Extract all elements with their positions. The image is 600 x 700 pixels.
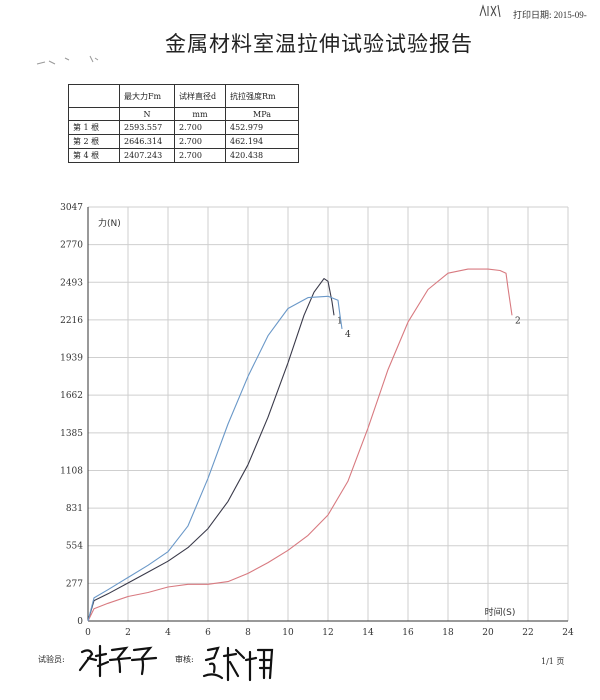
table-cell: 第 2 根 xyxy=(68,134,120,149)
y-tick-label: 1939 xyxy=(60,354,83,364)
unit-cell: mm xyxy=(174,107,226,121)
series-label-1: 1 xyxy=(337,316,343,326)
table-cell: 2593.557 xyxy=(119,120,175,135)
unit-cell xyxy=(68,107,120,121)
unit-cell: MPa xyxy=(225,107,299,121)
y-tick-label: 0 xyxy=(77,617,83,627)
table-header-cell: 抗拉强度Rm xyxy=(225,84,299,108)
page-number: 1/1 页 xyxy=(541,657,565,666)
x-axis-label: 时间(S) xyxy=(485,606,516,618)
x-tick-label: 18 xyxy=(442,628,454,638)
table-cell: 第 4 根 xyxy=(68,148,120,163)
force-time-chart: 0 277 554 831 1108 1385 1662 1939 2216 2493 2770 30… xyxy=(0,190,600,654)
y-tick-label: 1662 xyxy=(60,391,83,401)
table-header-cell xyxy=(68,84,120,108)
x-tick-label: 14 xyxy=(362,628,374,638)
x-tick-label: 6 xyxy=(205,628,211,638)
chart-canvas: 0277554831110813851662193922162493277030… xyxy=(60,203,574,638)
table-header-cell: 试样直径d xyxy=(174,84,226,108)
table-header-row: 最大力Fm 试样直径d 抗拉强度Rm xyxy=(68,84,299,108)
table-header-cell: 最大力Fm xyxy=(119,84,175,108)
y-axis-label: 力(N) xyxy=(98,217,121,229)
tester-signature xyxy=(78,644,158,678)
series-label-2: 2 xyxy=(515,316,521,326)
y-tick-label: 277 xyxy=(66,579,83,589)
x-tick-label: 0 xyxy=(85,628,91,638)
y-tick-label: 1108 xyxy=(60,466,83,476)
tester-label: 试验员: xyxy=(38,655,65,664)
series-line-4 xyxy=(87,295,343,622)
table-row: 第 4 根 2407.243 2.700 420.438 xyxy=(68,148,299,163)
x-tick-label: 22 xyxy=(522,628,533,638)
table-unit-row: N mm MPa xyxy=(68,107,299,121)
table-row: 第 2 根 2646.314 2.700 462.194 xyxy=(68,134,299,149)
x-tick-label: 16 xyxy=(402,628,414,638)
handwritten-mark xyxy=(479,4,501,18)
table-cell: 462.194 xyxy=(225,134,299,149)
table-cell: 2.700 xyxy=(174,120,226,135)
y-tick-label: 831 xyxy=(66,504,83,514)
table-cell: 420.438 xyxy=(225,148,299,163)
table-cell: 2.700 xyxy=(174,148,226,163)
reviewer-signature xyxy=(202,646,274,682)
x-tick-label: 20 xyxy=(482,628,494,638)
table-cell: 452.979 xyxy=(225,120,299,135)
x-tick-label: 12 xyxy=(322,628,333,638)
x-tick-label: 10 xyxy=(282,628,294,638)
y-tick-label: 2493 xyxy=(60,278,83,288)
print-date: 打印日期: 2015-09- xyxy=(513,10,587,20)
y-tick-label: 2216 xyxy=(60,316,83,326)
scan-specks xyxy=(36,55,99,65)
table-cell: 第 1 根 xyxy=(68,120,120,135)
y-tick-label: 3047 xyxy=(60,203,83,213)
table-cell: 2646.314 xyxy=(119,134,175,149)
results-table: 最大力Fm 试样直径d 抗拉强度Rm N mm MPa 第 1 根 2593.5… xyxy=(68,84,299,163)
y-tick-label: 554 xyxy=(66,542,83,552)
table-row: 第 1 根 2593.557 2.700 452.979 xyxy=(68,120,299,135)
report-title: 金属材料室温拉伸试验试验报告 xyxy=(165,32,473,56)
series-label-4: 4 xyxy=(345,330,351,340)
x-tick-label: 8 xyxy=(245,628,251,638)
unit-cell: N xyxy=(119,107,175,121)
x-tick-label: 2 xyxy=(125,628,131,638)
x-tick-label: 24 xyxy=(562,628,574,638)
reviewer-label: 审核: xyxy=(175,655,194,664)
y-tick-label: 2770 xyxy=(60,241,83,251)
table-cell: 2.700 xyxy=(174,134,226,149)
series-line-1 xyxy=(87,278,335,622)
series-line-2 xyxy=(87,268,513,622)
table-cell: 2407.243 xyxy=(119,148,175,163)
y-tick-label: 1385 xyxy=(60,429,83,439)
x-tick-label: 4 xyxy=(165,628,171,638)
